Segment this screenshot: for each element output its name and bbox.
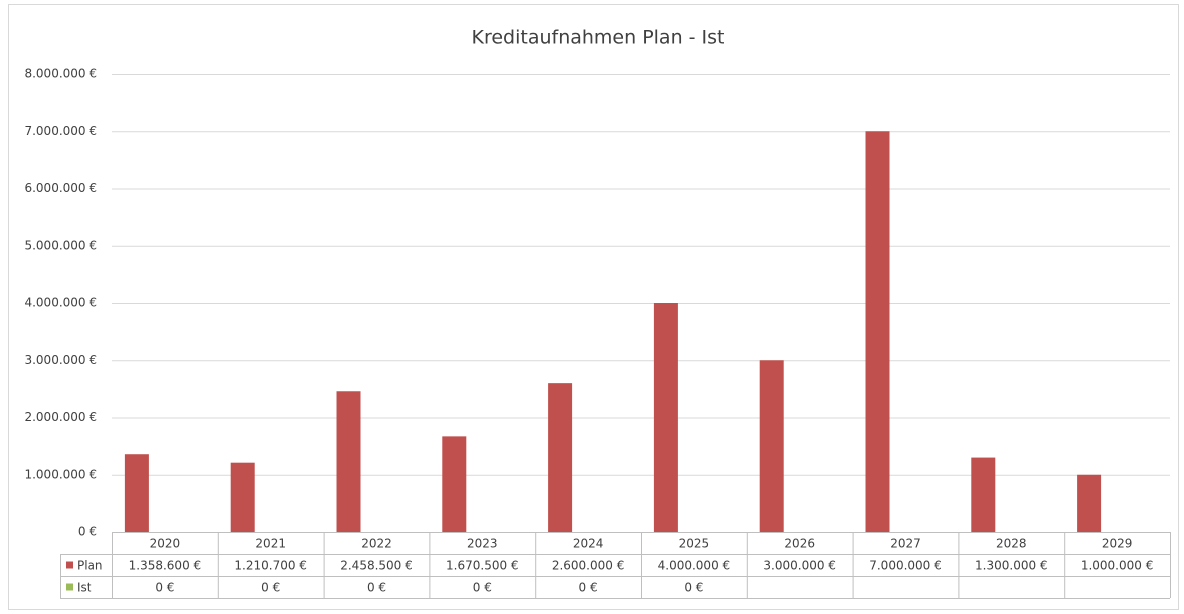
chart-border	[8, 4, 1179, 610]
table-value: 0 €	[155, 581, 174, 595]
legend-label: Ist	[77, 581, 92, 595]
y-tick-label: 6.000.000 €	[24, 181, 97, 195]
table-value: 2.600.000 €	[552, 559, 625, 573]
x-tick-label: 2026	[784, 537, 815, 551]
table-value: 0 €	[473, 581, 492, 595]
table-value: 1.358.600 €	[129, 559, 202, 573]
x-tick-label: 2025	[679, 537, 710, 551]
bar	[653, 303, 678, 532]
bar	[230, 462, 255, 532]
x-tick-label: 2029	[1102, 537, 1133, 551]
bar	[442, 436, 467, 532]
table-value: 0 €	[261, 581, 280, 595]
bar	[759, 360, 784, 532]
y-tick-label: 4.000.000 €	[24, 296, 97, 310]
legend-swatch	[66, 561, 73, 569]
table-value: 1.000.000 €	[1081, 559, 1154, 573]
bar	[865, 131, 890, 532]
y-tick-label: 8.000.000 €	[24, 67, 97, 81]
bar	[971, 457, 996, 532]
x-tick-label: 2022	[361, 537, 392, 551]
x-tick-label: 2028	[996, 537, 1027, 551]
table-value: 2.458.500 €	[340, 559, 413, 573]
y-tick-label: 2.000.000 €	[24, 410, 97, 424]
table-value: 3.000.000 €	[763, 559, 836, 573]
table-value: 1.670.500 €	[446, 559, 519, 573]
bar	[124, 454, 149, 532]
bar	[548, 383, 573, 532]
table-value: 0 €	[579, 581, 598, 595]
y-tick-label: 3.000.000 €	[24, 353, 97, 367]
table-value: 1.210.700 €	[234, 559, 307, 573]
chart-title: Kreditaufnahmen Plan - Ist	[471, 27, 724, 49]
table-value: 0 €	[367, 581, 386, 595]
table-value: 0 €	[684, 581, 703, 595]
y-tick-label: 7.000.000 €	[24, 124, 97, 138]
legend-label: Plan	[77, 559, 103, 573]
x-tick-label: 2023	[467, 537, 498, 551]
x-tick-label: 2027	[890, 537, 921, 551]
x-tick-label: 2021	[255, 537, 286, 551]
table-value: 1.300.000 €	[975, 559, 1048, 573]
y-tick-label: 1.000.000 €	[24, 467, 97, 481]
x-tick-label: 2024	[573, 537, 604, 551]
y-tick-label: 0 €	[78, 525, 97, 539]
bar	[336, 391, 361, 532]
y-tick-label: 5.000.000 €	[24, 238, 97, 252]
table-value: 7.000.000 €	[869, 559, 942, 573]
x-tick-label: 2020	[150, 537, 181, 551]
table-value: 4.000.000 €	[658, 559, 731, 573]
bar	[1077, 474, 1102, 532]
legend-swatch	[66, 583, 73, 591]
